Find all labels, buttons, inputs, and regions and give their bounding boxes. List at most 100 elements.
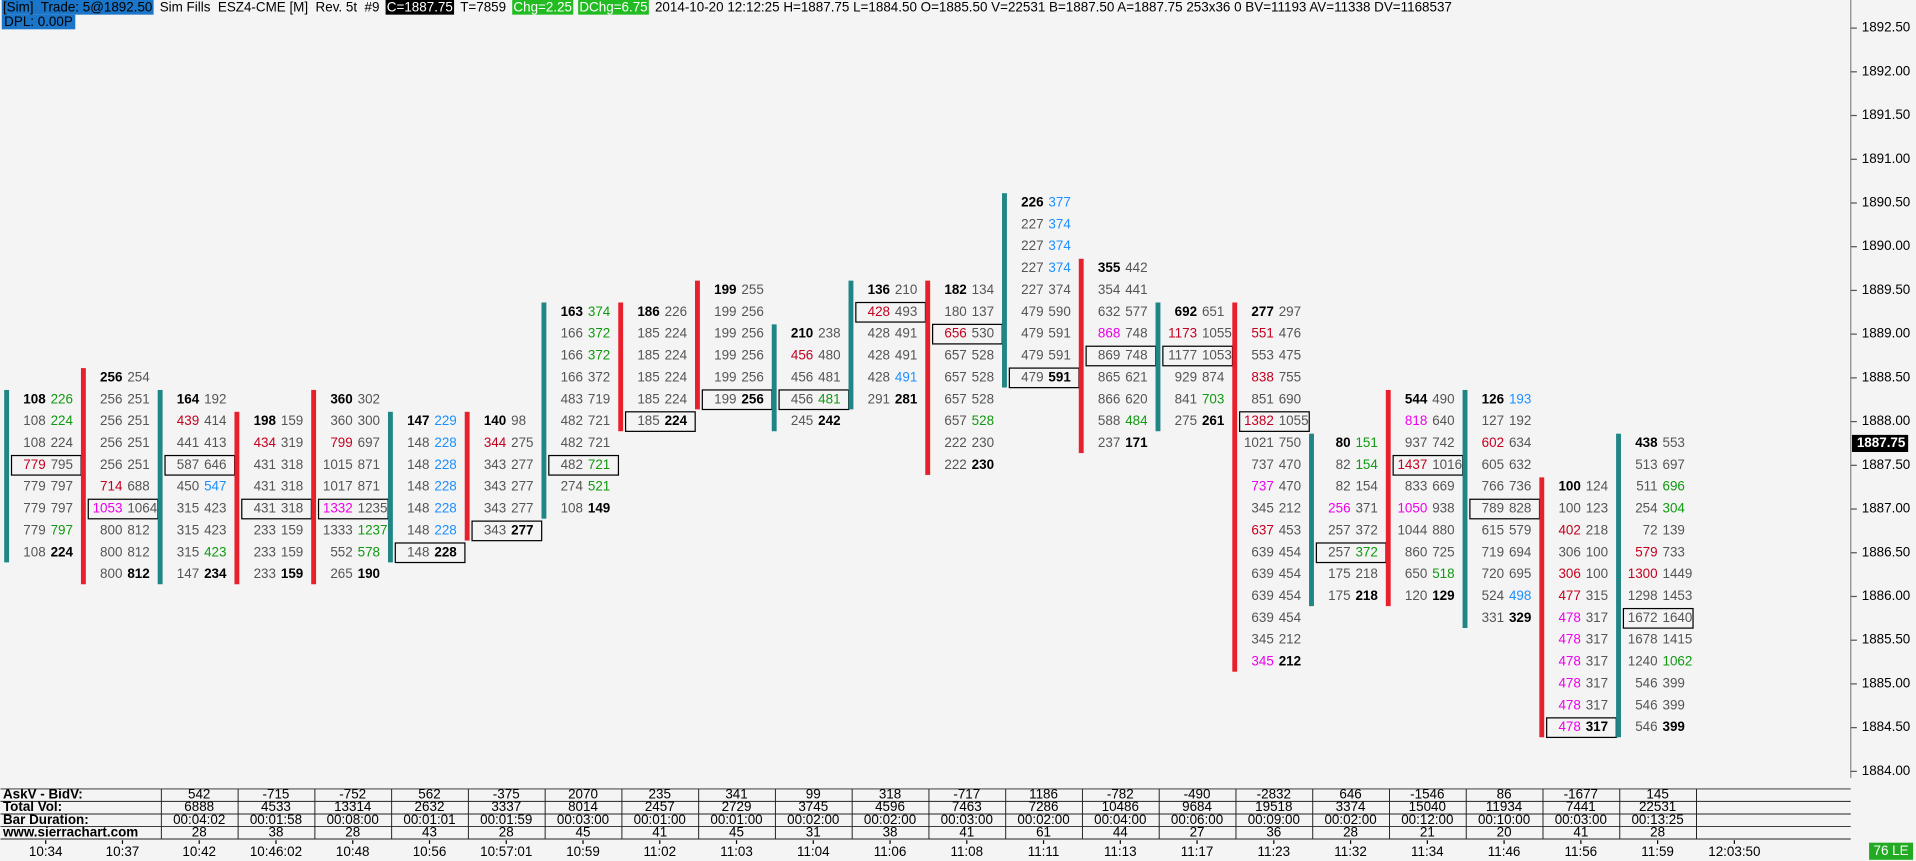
ask-volume: 528 xyxy=(972,348,994,363)
bid-volume: 108 xyxy=(23,544,45,559)
stats-value: 00:03:00 xyxy=(1555,812,1607,827)
ask-volume: 317 xyxy=(1586,719,1608,734)
time-label: 11:02 xyxy=(643,844,676,859)
header-line2: DPL: 0.00P xyxy=(4,14,73,29)
ask-volume: 242 xyxy=(818,413,840,428)
ask-volume: 251 xyxy=(127,457,149,472)
bid-volume: 108 xyxy=(23,391,46,406)
ask-volume: 226 xyxy=(51,391,73,406)
bid-volume: 199 xyxy=(714,304,736,319)
ask-volume: 372 xyxy=(1355,522,1377,537)
volume-bar xyxy=(1462,389,1468,628)
bid-volume: 108 xyxy=(23,435,45,450)
ask-volume: 454 xyxy=(1279,588,1302,603)
ask-volume: 302 xyxy=(358,391,380,406)
bid-volume: 1044 xyxy=(1397,522,1427,537)
bid-volume: 147 xyxy=(177,566,199,581)
bid-volume: 1177 xyxy=(1168,348,1197,363)
ask-volume: 812 xyxy=(127,522,149,537)
ask-volume: 318 xyxy=(281,457,303,472)
bid-volume: 482 xyxy=(561,413,583,428)
ask-volume: 228 xyxy=(434,457,456,472)
ask-volume: 441 xyxy=(1125,282,1147,297)
stats-value: -752 xyxy=(339,787,366,802)
price-label: 1892.50 xyxy=(1862,20,1911,35)
ask-volume: 695 xyxy=(1509,566,1531,581)
bid-volume: 199 xyxy=(714,348,736,363)
bid-volume: 245 xyxy=(791,413,813,428)
price-label: 1889.00 xyxy=(1862,326,1911,341)
ask-volume: 159 xyxy=(281,522,303,537)
stats-value: 562 xyxy=(418,787,440,802)
bid-volume: 256 xyxy=(100,391,122,406)
ask-volume: 374 xyxy=(1048,260,1071,275)
stats-value: 6888 xyxy=(184,799,214,814)
bid-volume: 108 xyxy=(561,501,583,516)
bid-volume: 800 xyxy=(100,566,122,581)
bid-volume: 1173 xyxy=(1168,326,1197,341)
header-segment-bg xyxy=(512,0,574,15)
bid-volume: 799 xyxy=(330,435,352,450)
ask-volume: 134 xyxy=(972,282,995,297)
bid-volume: 345 xyxy=(1251,632,1273,647)
ask-volume: 484 xyxy=(1125,413,1148,428)
bid-volume: 478 xyxy=(1558,632,1580,647)
bid-volume: 72 xyxy=(1643,522,1658,537)
bid-volume: 233 xyxy=(254,522,276,537)
ask-volume: 399 xyxy=(1662,675,1684,690)
bid-volume: 345 xyxy=(1251,501,1273,516)
ask-volume: 318 xyxy=(281,501,303,516)
stats-value: 00:12:00 xyxy=(1401,812,1453,827)
ask-volume: 139 xyxy=(1662,522,1684,537)
ask-volume: 212 xyxy=(1279,654,1301,669)
ask-volume: 371 xyxy=(1355,501,1377,516)
ask-volume: 621 xyxy=(1125,369,1147,384)
stats-value: 41 xyxy=(1573,824,1588,839)
bid-volume: 779 xyxy=(23,479,45,494)
stats-value: 2632 xyxy=(415,799,445,814)
bid-volume: 148 xyxy=(407,522,429,537)
ask-volume: 230 xyxy=(972,435,994,450)
ask-volume: 129 xyxy=(1432,588,1454,603)
stats-value: 3374 xyxy=(1336,799,1366,814)
ask-volume: 226 xyxy=(665,304,687,319)
ask-volume: 224 xyxy=(665,391,688,406)
stats-value: -2832 xyxy=(1257,787,1291,802)
ask-volume: 871 xyxy=(358,457,380,472)
volume-bar xyxy=(387,411,393,563)
bid-volume: 185 xyxy=(637,391,659,406)
price-label: 1892.00 xyxy=(1862,63,1911,78)
bid-volume: 866 xyxy=(1098,391,1120,406)
ask-volume: 591 xyxy=(1048,348,1070,363)
ask-volume: 547 xyxy=(204,479,226,494)
bid-volume: 779 xyxy=(23,457,45,472)
stats-value: 45 xyxy=(576,824,591,839)
volume-bar xyxy=(1155,302,1161,432)
bid-volume: 431 xyxy=(254,479,276,494)
bid-volume: 657 xyxy=(944,369,966,384)
bid-volume: 185 xyxy=(637,326,659,341)
bid-volume: 163 xyxy=(561,304,583,319)
header-line2-bg xyxy=(1,14,76,30)
ask-volume: 251 xyxy=(127,413,149,428)
price-label: 1885.00 xyxy=(1862,675,1911,690)
stats-value: 00:08:00 xyxy=(327,812,379,827)
ask-volume: 1237 xyxy=(358,522,388,537)
header-segment: DChg=6.75 xyxy=(579,0,647,14)
bid-volume: 360 xyxy=(330,391,352,406)
ask-volume: 1016 xyxy=(1432,457,1462,472)
price-label: 1888.50 xyxy=(1862,369,1911,384)
stats-value: -717 xyxy=(953,787,980,802)
bid-volume: 483 xyxy=(561,391,583,406)
bid-volume: 147 xyxy=(407,413,429,428)
ask-volume: 748 xyxy=(1125,348,1147,363)
bid-volume: 478 xyxy=(1558,654,1580,669)
bid-volume: 1382 xyxy=(1244,413,1274,428)
bid-volume: 657 xyxy=(944,413,966,428)
bid-volume: 166 xyxy=(561,326,583,341)
ask-volume: 277 xyxy=(511,522,533,537)
ask-volume: 721 xyxy=(588,435,610,450)
bid-volume: 306 xyxy=(1558,566,1580,581)
ask-volume: 256 xyxy=(741,326,763,341)
stats-value: 1186 xyxy=(1029,787,1058,802)
